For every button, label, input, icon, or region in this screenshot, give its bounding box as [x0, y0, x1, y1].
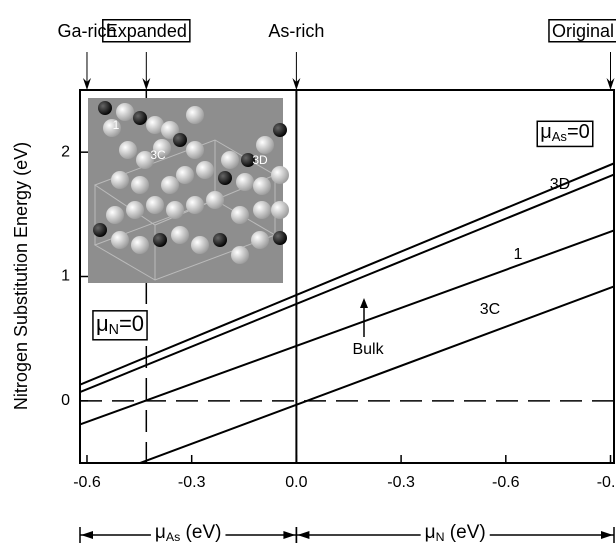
inset-atom	[213, 233, 227, 247]
mu-n-zero: μN=0	[96, 311, 144, 338]
mu-n-zero-sub: N	[109, 322, 119, 338]
x-axis-right-label: μN (eV)	[425, 522, 486, 544]
mu-as-zero-sub: As	[552, 129, 568, 144]
x-axis-left-label-sub: As	[166, 530, 180, 544]
inset-atom	[111, 171, 129, 189]
inset-atom	[126, 201, 144, 219]
series-label: 3C	[480, 301, 500, 318]
span-arrowhead	[601, 531, 613, 539]
y-tick-label: 1	[61, 268, 70, 285]
series-label: Bulk	[352, 341, 384, 358]
x-axis-left-label: μAs (eV)	[155, 522, 222, 544]
inset-atom	[271, 201, 289, 219]
inset-atom	[271, 166, 289, 184]
inset-atom	[253, 201, 271, 219]
x-axis-right-label-rest: (eV)	[445, 522, 486, 543]
bulk-arrowhead	[360, 298, 368, 308]
inset-atom	[186, 106, 204, 124]
mu-as-zero-rest: =0	[567, 121, 590, 143]
inset-atom	[251, 231, 269, 249]
inset-atom	[173, 133, 187, 147]
series-label: 1	[514, 246, 523, 263]
span-arrowhead	[283, 531, 295, 539]
inset-atom	[196, 161, 214, 179]
inset-label: 1	[113, 118, 120, 132]
mu-n-zero-symbol: μ	[96, 311, 109, 336]
inset-atom	[231, 206, 249, 224]
x-tick-label: -0.3	[387, 474, 415, 491]
y-tick-label: 0	[61, 392, 70, 409]
x-tick-label: -0.6	[492, 474, 520, 491]
inset-atom	[186, 141, 204, 159]
series-line	[80, 286, 614, 485]
inset-atom	[98, 101, 112, 115]
inset-atom	[161, 176, 179, 194]
y-tick-label: 2	[61, 143, 70, 160]
inset-atom	[153, 233, 167, 247]
inset-label: 3C	[150, 148, 166, 162]
inset-atom	[111, 231, 129, 249]
inset-atom	[131, 236, 149, 254]
inset-atom	[273, 231, 287, 245]
y-axis-label: Nitrogen Substitution Energy (eV)	[11, 142, 31, 410]
inset-atom	[166, 201, 184, 219]
inset-atom	[133, 111, 147, 125]
inset-label: 3D	[252, 153, 268, 167]
x-tick-label: -0.3	[178, 474, 206, 491]
top-label: Original	[552, 21, 614, 41]
chart: Nitrogen Substitution Energy (eV) 1 3C 3…	[0, 0, 616, 551]
inset-atom	[186, 196, 204, 214]
inset-atom	[106, 206, 124, 224]
inset-atom	[206, 191, 224, 209]
x-tick-label: -0.9	[597, 474, 616, 491]
inset-atom	[221, 151, 239, 169]
top-label: Expanded	[106, 21, 187, 41]
inset-atom	[253, 177, 271, 195]
inset-atom	[171, 226, 189, 244]
x-axis-right-label-sub: N	[436, 530, 445, 544]
mu-n-zero-rest: =0	[119, 311, 144, 336]
inset-atom	[256, 136, 274, 154]
mu-as-zero-symbol: μ	[540, 121, 552, 143]
x-axis-right-label-symbol: μ	[425, 522, 436, 543]
x-tick-label: 0.0	[285, 474, 307, 491]
inset-atom	[231, 246, 249, 264]
inset-image: 1 3C 3D	[88, 98, 289, 283]
inset-atom	[191, 236, 209, 254]
x-tick-label: -0.6	[73, 474, 101, 491]
span-arrowhead	[297, 531, 309, 539]
inset-atom	[93, 223, 107, 237]
inset-atom	[176, 166, 194, 184]
inset-atom	[236, 173, 254, 191]
inset-atom	[119, 141, 137, 159]
x-axis-left-label-rest: (eV)	[180, 522, 221, 543]
span-arrowhead	[81, 531, 93, 539]
series-label: 3D	[550, 176, 570, 193]
inset-atom	[273, 123, 287, 137]
top-label: As-rich	[268, 21, 324, 41]
inset-atom	[131, 176, 149, 194]
inset-atom	[146, 196, 164, 214]
x-axis-left-label-symbol: μ	[155, 522, 166, 543]
inset-atom	[218, 171, 232, 185]
